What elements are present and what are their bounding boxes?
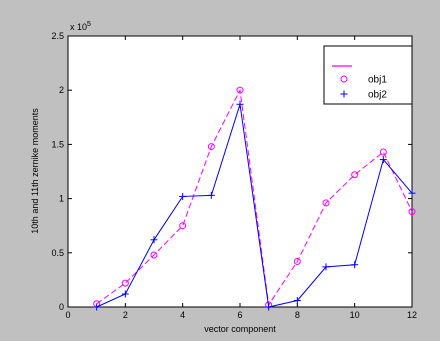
- axes: 0 2 4 6 8 10 12 0 0.5 1 1.5 2 2.5: [51, 31, 417, 320]
- data-point-obj1: [322, 199, 330, 207]
- data-point-obj1: [293, 257, 301, 265]
- data-point-obj1: [236, 86, 244, 94]
- x-tick-label: 4: [180, 310, 185, 320]
- data-point-obj2: [150, 236, 158, 244]
- x-tick-label: 6: [237, 310, 242, 320]
- y-tick-label: 2: [59, 85, 64, 95]
- x-tick-label: 2: [123, 310, 128, 320]
- data-point-obj2: [93, 303, 101, 311]
- x-tick-label: 10: [350, 310, 360, 320]
- data-point-obj1: [408, 208, 416, 216]
- legend-marker-obj2: [340, 90, 348, 98]
- y-tick-label: 0.5: [51, 248, 64, 258]
- y-scale-note: x 105: [70, 21, 91, 32]
- series-line-obj1: [96, 88, 413, 307]
- x-tick-label: 12: [407, 310, 417, 320]
- data-point-obj2: [236, 100, 244, 108]
- legend-marker-obj1: [340, 75, 348, 83]
- data-point-obj2: [322, 263, 330, 271]
- y-scale-exponent: 5: [87, 21, 91, 28]
- data-point-obj2: [293, 296, 301, 304]
- y-tick-label: 1.5: [51, 139, 64, 149]
- series-layer: [93, 86, 416, 311]
- data-point-obj2: [121, 290, 129, 298]
- x-tick-label: 8: [295, 310, 300, 320]
- data-point-obj2: [379, 156, 387, 164]
- data-point-obj1: [207, 143, 215, 151]
- data-point-obj1: [150, 251, 158, 259]
- data-point-obj2: [207, 191, 215, 199]
- series-line-obj2: [96, 104, 413, 308]
- data-point-obj2: [408, 189, 416, 197]
- x-axis-label: vector component: [204, 324, 276, 334]
- data-point-obj1: [179, 222, 187, 230]
- data-point-obj2: [351, 261, 359, 269]
- data-point-obj1: [379, 148, 387, 156]
- y-tick-label: 0: [59, 302, 64, 312]
- legend: obj1 obj2: [323, 45, 413, 105]
- data-point-obj2: [179, 192, 187, 200]
- x-tick-label: 0: [65, 310, 70, 320]
- legend-box: [323, 45, 413, 105]
- y-tick-label: 2.5: [51, 31, 64, 41]
- y-axis-label: 10th and 11th zernike moments: [30, 108, 40, 234]
- legend-label-obj2: obj2: [368, 90, 387, 101]
- data-point-obj1: [121, 279, 129, 287]
- y-tick-label: 1: [59, 194, 64, 204]
- data-point-obj1: [351, 171, 359, 179]
- legend-label-obj1: obj1: [368, 75, 387, 86]
- data-point-obj2: [265, 303, 273, 311]
